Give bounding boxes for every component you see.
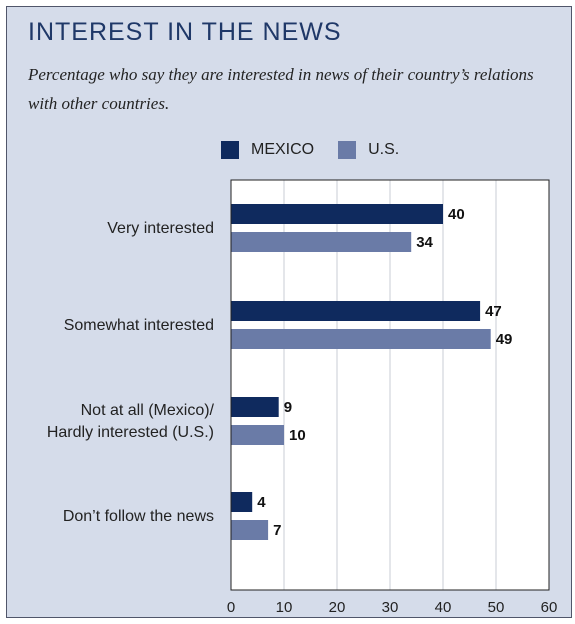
value-label-mexico-0: 40 [448,206,465,223]
category-label-2-line-1: Hardly interested (U.S.) [47,424,214,441]
value-label-us-3: 7 [273,522,281,539]
plot-border [230,179,550,591]
x-tick-label-40: 40 [435,599,452,616]
bar-us-3 [231,520,269,540]
bar-us-2 [231,425,284,445]
bar-mexico-3 [231,492,253,512]
chart-title: INTEREST IN THE NEWS [28,18,342,46]
category-label-3: Don’t follow the news [63,508,214,525]
x-tick-label-60: 60 [541,599,558,616]
legend-label-us: U.S. [368,141,400,158]
x-tick-label-30: 30 [382,599,399,616]
value-label-us-1: 49 [496,331,513,348]
x-tick-label-20: 20 [329,599,346,616]
value-label-us-2: 10 [289,427,306,444]
value-label-mexico-1: 47 [485,303,502,320]
bar-mexico-2 [231,397,279,417]
value-label-mexico-2: 9 [284,399,292,416]
category-label-1: Somewhat interested [64,317,214,334]
legend-item-mexico: MEXICO [221,141,314,159]
bar-mexico-0 [231,204,443,224]
bar-us-1 [231,329,491,349]
x-tick-label-0: 0 [227,599,235,616]
bar-us-0 [231,232,412,252]
x-tick-label-10: 10 [276,599,293,616]
legend-label-mexico: MEXICO [251,141,315,158]
legend-swatch-us [338,141,357,159]
legend-swatch-mexico [221,141,239,159]
category-label-0: Very interested [107,220,214,237]
bar-mexico-1 [231,301,481,321]
x-tick-label-50: 50 [488,599,505,616]
chart-legend: MEXICO U.S. [221,138,423,162]
value-label-us-0: 34 [416,234,433,251]
value-label-mexico-3: 4 [257,494,266,511]
category-label-2-line-0: Not at all (Mexico)/ [81,402,215,419]
legend-item-us: U.S. [338,141,399,159]
chart-subtitle: Percentage who say they are interested i… [28,65,534,113]
